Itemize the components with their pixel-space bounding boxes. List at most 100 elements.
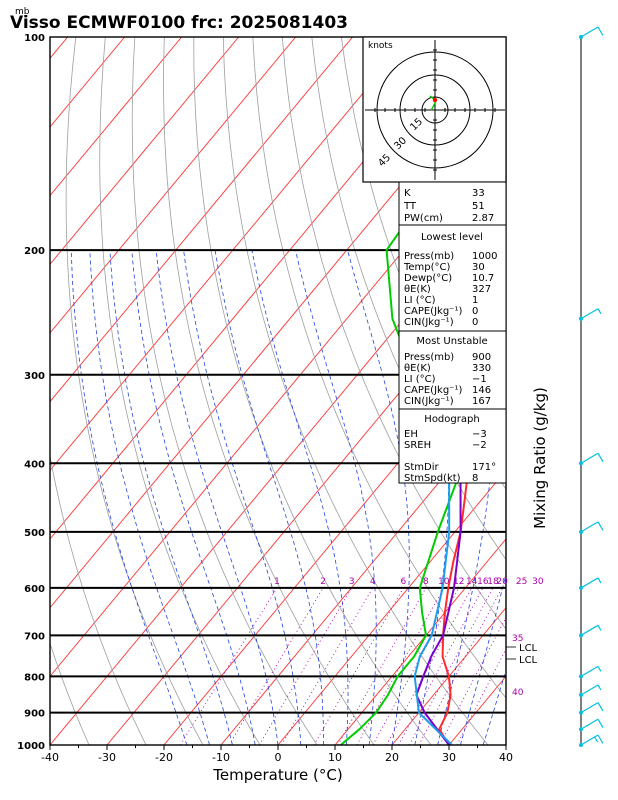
pressure-tick-label: 500 (24, 528, 45, 539)
x-tick-label: -20 (155, 751, 173, 764)
mixing-ratio-label: 20 (496, 577, 508, 587)
mixing-ratio-label: 2 (320, 577, 326, 587)
hodograph-value: 8 (472, 473, 478, 484)
lcl-label-1: LCL (519, 643, 538, 654)
indices-table: K 33 TT 51 PW(cm) 2.87 Lowest level Pres… (398, 181, 507, 484)
lowest-level-value: 10.7 (472, 273, 494, 284)
wind-barb-staff (580, 684, 599, 696)
wind-barb-staff (580, 718, 599, 730)
mixing-ratio-line (258, 587, 353, 745)
pressure-tick-label: 600 (24, 584, 45, 595)
label-40: 40 (512, 688, 524, 698)
isotherm-line (50, 37, 353, 403)
x-tick-label: 40 (499, 751, 513, 764)
tt-label: TT (403, 201, 417, 212)
mixing-ratio-label: 10 (438, 577, 450, 587)
isotherm-line (0, 37, 11, 745)
lowest-level-label: Dewp(°C) (404, 273, 452, 284)
lowest-level-value: 1000 (472, 251, 497, 262)
dry-adiabat-line (488, 37, 506, 96)
isotherm-line (50, 37, 125, 128)
hodograph-label: StmSpd(kt) (404, 473, 461, 484)
dry-adiabat-line (163, 37, 375, 745)
isotherm-line (50, 194, 506, 745)
isotherm-line (391, 606, 506, 745)
most-unstable-label: CIN(Jkg⁻¹) (404, 396, 454, 407)
dry-adiabat-line (577, 37, 618, 745)
moist-adiabat-line (89, 250, 210, 745)
wind-barb-flag (594, 736, 599, 743)
dry-adiabat-line (50, 642, 90, 745)
background-lines (0, 37, 618, 745)
wind-barb-staff (580, 665, 599, 677)
page-title: Visso ECMWF0100 frc: 2025081403 (10, 13, 348, 33)
mixing-ratio-line (372, 587, 460, 745)
most-unstable-value: −1 (472, 374, 487, 385)
pressure-tick-label: 700 (24, 631, 45, 642)
mixing-ratio-line (418, 587, 503, 745)
moist-adiabat-line (155, 250, 279, 745)
lowest-level-label: CAPE(Jkg⁻¹) (404, 306, 462, 317)
mixing-ratio-label: 6 (401, 577, 407, 587)
side-annotations: 35 40 LCL LCL (506, 634, 538, 698)
isotherm-line (50, 37, 410, 472)
pressure-tick-label: 200 (24, 246, 45, 257)
most-unstable-value: 167 (472, 396, 491, 407)
mixing-ratio-label: 1 (274, 577, 280, 587)
wind-barb-flag (597, 684, 602, 691)
pressure-tick-label: 800 (24, 672, 45, 683)
dry-adiabat-line (131, 37, 318, 745)
moist-adiabat-line (251, 250, 349, 745)
dry-adiabat-line (311, 37, 506, 561)
wind-barb-staff (580, 702, 599, 714)
lowest-level-value: 30 (472, 262, 485, 273)
wind-barb-flag (597, 625, 602, 631)
isotherm-line (220, 400, 506, 745)
mixing-ratio-line (313, 587, 404, 745)
most-unstable-label: LI (°C) (404, 374, 436, 385)
mixing-ratio-label: 12 (453, 577, 464, 587)
dry-adiabat-line (65, 37, 204, 745)
dry-adiabat-line (99, 37, 261, 745)
hodograph-panel: knots 15 30 45 (362, 36, 507, 183)
most-unstable-value: 900 (472, 352, 491, 363)
mixing-ratio-line (386, 587, 473, 745)
most-unstable-value: 146 (472, 385, 491, 396)
y-axis-label: Mixing Ratio (g/kg) (531, 387, 549, 529)
dry-adiabat-line (548, 37, 618, 745)
wind-barb-staff (580, 521, 599, 533)
moist-adiabat-line (214, 250, 324, 745)
dry-adiabat-line (193, 37, 432, 745)
hodograph-label: SREH (404, 440, 431, 451)
pressure-tick-label: 1000 (17, 741, 45, 752)
label-35: 35 (512, 634, 523, 644)
wind-barb-flag (597, 452, 604, 463)
most-unstable-label: θE(K) (404, 363, 431, 374)
isotherm-line (50, 37, 296, 334)
x-tick-label: 30 (442, 751, 456, 764)
mixing-ratio-line (228, 587, 324, 745)
moist-adiabat-line (295, 250, 377, 745)
lowest-level-value: 0 (472, 306, 478, 317)
wind-profile (579, 26, 604, 747)
wind-barb-flag (597, 26, 604, 36)
moist-adiabat-line (131, 250, 256, 745)
pressure-tick-label: 300 (24, 371, 45, 382)
lowest-level-label: Press(mb) (404, 251, 454, 262)
mixing-ratio-line (356, 587, 445, 745)
lowest-level-value: 1 (472, 295, 478, 306)
lowest-level-value: 327 (472, 284, 491, 295)
wind-barb-staff (580, 308, 599, 320)
isotherm-line (277, 469, 506, 745)
mixing-ratio-label: 16 (477, 577, 489, 587)
moist-adiabat-line (347, 249, 410, 745)
wind-barb-flag (597, 718, 604, 729)
most-unstable-heading: Most Unstable (416, 336, 487, 347)
wind-barb-staff (580, 26, 599, 38)
pw-value: 2.87 (472, 213, 494, 224)
mixing-ratio-label: 30 (532, 577, 544, 587)
pw-label: PW(cm) (404, 213, 443, 224)
dry-adiabat-line (252, 37, 506, 699)
